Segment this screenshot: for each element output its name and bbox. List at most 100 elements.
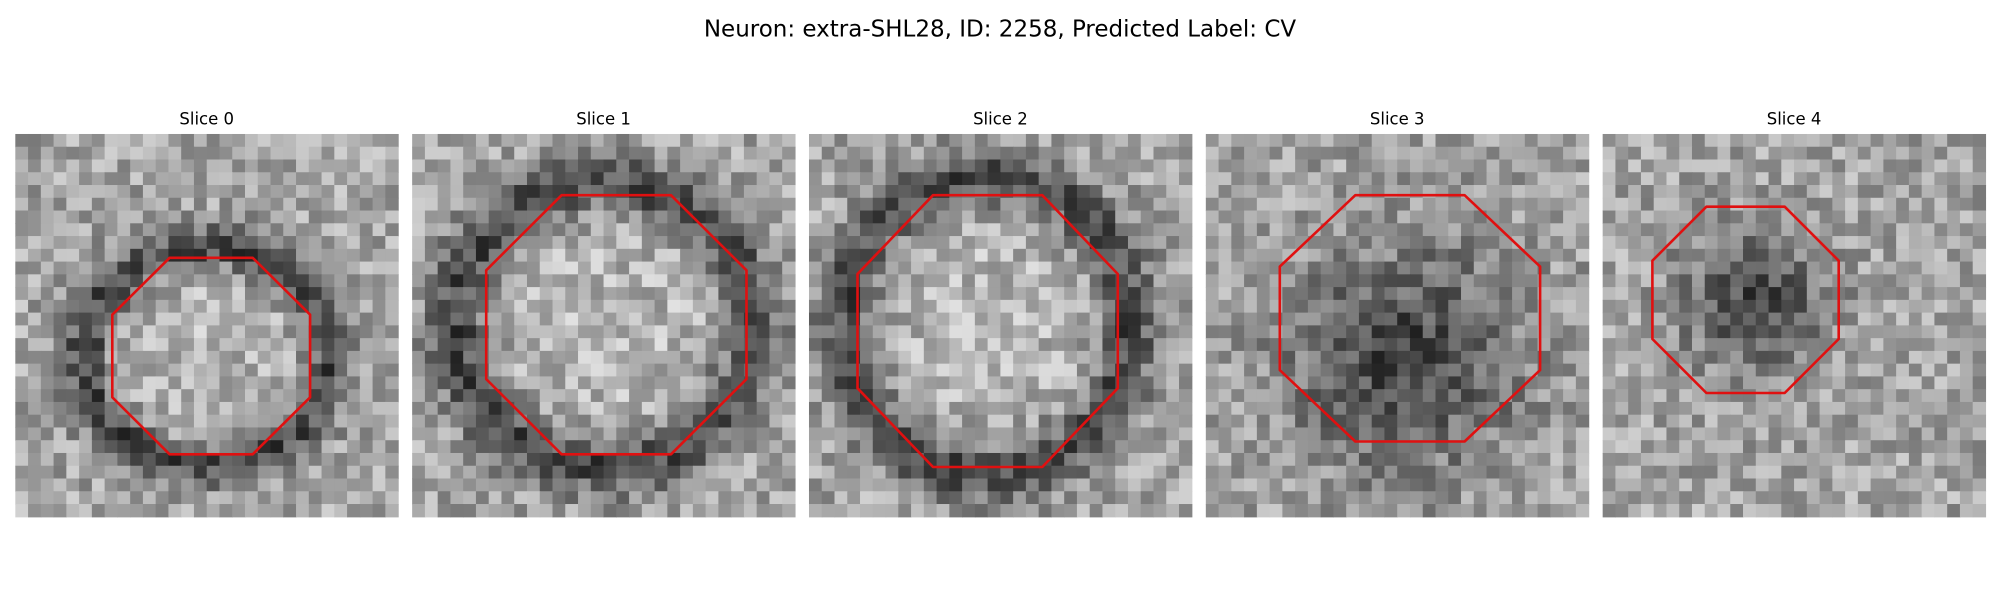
pixel	[1461, 452, 1475, 467]
pixel	[1218, 210, 1232, 224]
pixel	[219, 133, 233, 148]
pixel	[1295, 465, 1309, 480]
pixel	[91, 210, 106, 224]
pixel	[974, 338, 989, 352]
pixel	[821, 248, 836, 263]
pixel	[66, 133, 80, 148]
pixel	[590, 427, 605, 441]
pixel	[104, 185, 118, 199]
pixel	[104, 427, 118, 441]
pixel	[1499, 504, 1513, 518]
pixel	[334, 363, 348, 378]
pixel	[1512, 338, 1526, 352]
pixel	[1218, 401, 1232, 416]
pixel	[539, 261, 554, 275]
pixel	[526, 146, 541, 161]
pixel	[1653, 389, 1668, 403]
pixel	[1524, 414, 1539, 429]
pixel	[565, 338, 579, 352]
pixel	[1295, 312, 1309, 326]
pixel	[923, 159, 938, 173]
pixel	[1972, 478, 1987, 492]
pixel	[1717, 363, 1731, 378]
pixel	[1921, 325, 1936, 339]
pixel	[1461, 159, 1475, 173]
pixel	[1269, 478, 1283, 492]
pixel	[1102, 325, 1116, 339]
pixel	[1218, 427, 1232, 441]
pixel	[66, 452, 80, 467]
pixel	[1563, 261, 1577, 275]
pixel	[756, 325, 771, 339]
pixel	[1896, 491, 1910, 505]
pixel	[359, 427, 374, 441]
pixel	[1908, 299, 1923, 314]
pixel	[283, 452, 297, 467]
pixel	[193, 478, 208, 492]
pixel	[872, 133, 887, 148]
pixel	[1550, 197, 1564, 212]
pixel	[1140, 452, 1155, 467]
pixel	[1231, 248, 1245, 263]
pixel	[692, 197, 707, 212]
pixel	[847, 261, 861, 275]
pixel	[475, 248, 490, 263]
pixel	[206, 261, 221, 275]
pixel	[552, 236, 566, 250]
pixel	[1076, 389, 1091, 403]
pixel	[1628, 440, 1642, 454]
pixel	[372, 452, 386, 467]
pixel	[1653, 210, 1668, 224]
pixel	[860, 338, 874, 352]
pixel	[1806, 325, 1821, 339]
pixel	[296, 440, 310, 454]
pixel	[437, 248, 452, 263]
pixel	[181, 223, 195, 237]
pixel	[1409, 210, 1424, 224]
pixel	[1845, 210, 1859, 224]
pixel	[1819, 133, 1833, 148]
pixel	[1806, 491, 1821, 505]
pixel	[1781, 363, 1795, 378]
pixel	[53, 287, 67, 301]
pixel	[193, 236, 208, 250]
pixel	[616, 363, 630, 378]
pixel	[616, 491, 630, 505]
pixel	[1231, 478, 1245, 492]
pixel	[782, 210, 796, 224]
pixel	[590, 389, 605, 403]
pixel	[296, 223, 310, 237]
pixel	[962, 338, 976, 352]
pixel	[1153, 440, 1167, 454]
pixel	[1384, 172, 1398, 186]
pixel	[232, 504, 246, 518]
pixel	[731, 414, 745, 429]
pixel	[1256, 401, 1271, 416]
pixel	[1857, 210, 1872, 224]
pixel	[1550, 376, 1564, 390]
pixel	[641, 133, 656, 148]
pixel	[372, 299, 386, 314]
pixel	[1461, 325, 1475, 339]
pixel	[1218, 350, 1232, 365]
pixel	[1102, 312, 1116, 326]
pixel	[1025, 401, 1040, 416]
pixel	[578, 159, 592, 173]
pixel	[193, 223, 208, 237]
pixel	[372, 478, 386, 492]
pixel	[437, 325, 452, 339]
pixel	[1563, 465, 1577, 480]
pixel	[1448, 236, 1462, 250]
pixel	[1883, 478, 1897, 492]
pixel	[616, 146, 630, 161]
pixel	[1845, 491, 1859, 505]
pixel	[898, 504, 912, 518]
pixel	[616, 210, 630, 224]
pixel	[1064, 299, 1078, 314]
pixel	[1102, 236, 1116, 250]
pixel	[53, 504, 67, 518]
pixel	[1051, 299, 1065, 314]
pixel	[1524, 133, 1539, 148]
pixel	[463, 363, 477, 378]
pixel	[1934, 414, 1948, 429]
